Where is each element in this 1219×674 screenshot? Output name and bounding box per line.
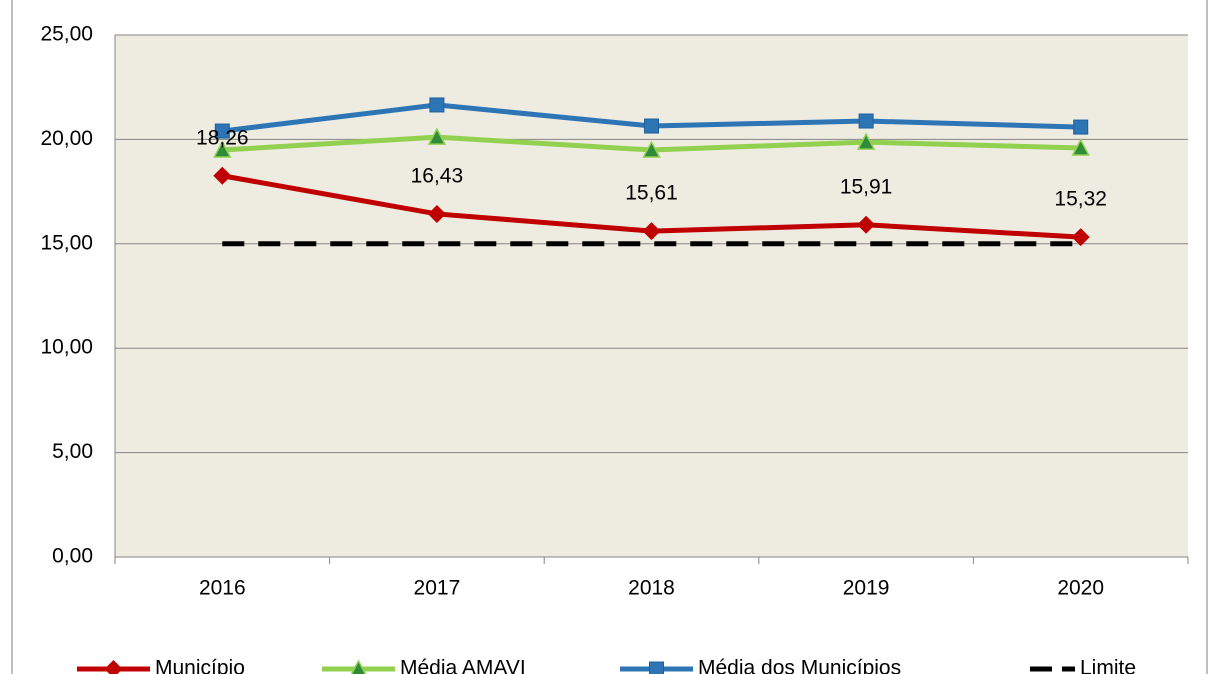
legend-label: Média AMAVI	[400, 657, 526, 674]
point-marker	[642, 222, 661, 241]
y-tick-label: 25,00	[40, 23, 93, 46]
point-marker	[1071, 138, 1090, 156]
point-marker	[1071, 228, 1090, 247]
legend-label: Limite	[1080, 657, 1136, 674]
legend-marker	[350, 659, 367, 674]
legend-marker	[104, 660, 123, 674]
data-label: 18,26	[196, 126, 249, 149]
y-tick-label: 5,00	[52, 440, 93, 463]
point-marker	[1073, 119, 1089, 135]
y-tick-label: 15,00	[40, 231, 93, 254]
x-tick-label: 2017	[414, 577, 461, 600]
legend-label: Média dos Municípios	[698, 657, 901, 674]
data-label: 16,43	[411, 164, 464, 187]
point-marker	[856, 132, 876, 150]
y-tick-label: 10,00	[40, 336, 93, 359]
point-marker	[642, 140, 661, 158]
x-tick-label: 2018	[628, 577, 675, 600]
data-label: 15,61	[625, 182, 678, 205]
y-tick-label: 0,00	[52, 545, 93, 568]
point-marker	[644, 118, 659, 134]
x-tick-label: 2019	[843, 577, 890, 600]
point-marker	[429, 97, 445, 113]
point-marker	[858, 113, 874, 129]
x-tick-label: 2016	[199, 577, 246, 600]
point-marker	[214, 123, 230, 139]
x-tick-label: 2020	[1057, 577, 1104, 600]
point-marker	[427, 204, 446, 223]
legend-label: Município	[155, 657, 245, 674]
point-marker	[213, 166, 232, 185]
legend-marker	[649, 661, 664, 674]
plot-area	[115, 35, 1188, 557]
data-label: 15,32	[1054, 188, 1107, 211]
y-tick-label: 20,00	[40, 127, 93, 150]
data-label: 15,91	[840, 175, 893, 198]
point-marker	[857, 215, 876, 234]
point-marker	[427, 127, 447, 145]
point-marker	[213, 140, 232, 158]
